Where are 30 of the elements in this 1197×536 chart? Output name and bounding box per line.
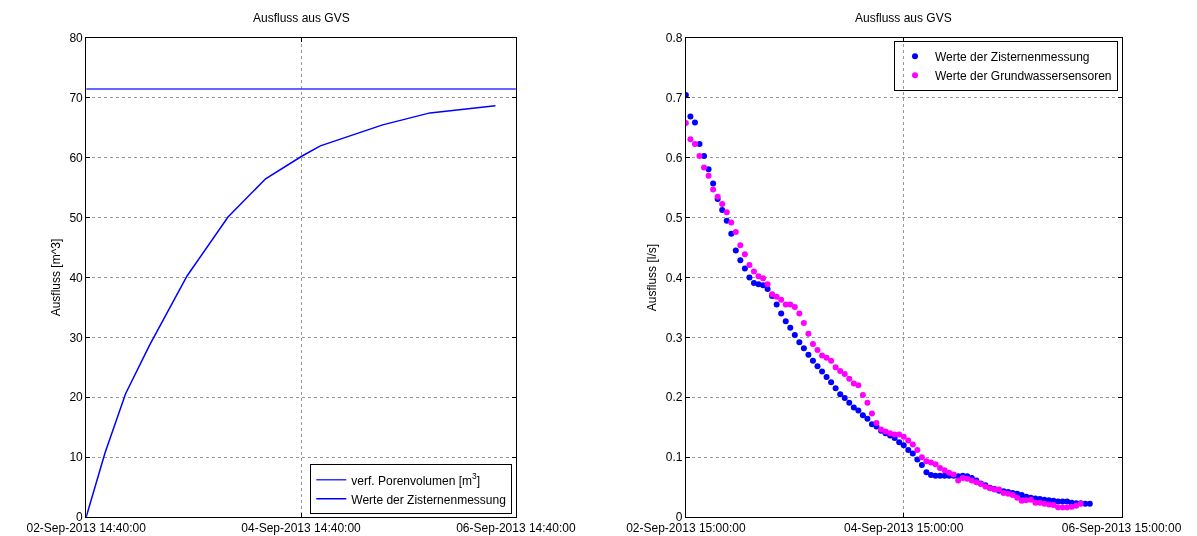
y-tick-label: 80 (69, 31, 84, 46)
x-tick-label: 02-Sep-2013 14:40:00 (26, 521, 147, 536)
legend-label: Werte der Zisternenmessung (351, 492, 506, 507)
y-tick-label: 0.7 (665, 91, 683, 106)
y-tick-label: 0.5 (665, 210, 683, 225)
y-tick-label: 50 (69, 210, 84, 225)
chart-title: Ausfluss aus GVS (253, 11, 350, 25)
legend-label: Werte der Zisternenmessung (935, 49, 1090, 64)
y-tick-label: 0.2 (665, 390, 683, 405)
y-tick-label: 0.6 (665, 151, 683, 165)
y-tick-label: 40 (69, 270, 84, 285)
y-axis-title: Ausfluss [m^3] (48, 238, 63, 317)
x-tick-label: 06-Sep-2013 15:00:00 (1061, 521, 1182, 536)
y-tick-label: 70 (69, 91, 84, 106)
legend-label: verf. Porenvolumen [m$^{3}$] (351, 471, 481, 488)
y-tick-label: 0.4 (665, 270, 683, 285)
y-tick-label: 0.3 (665, 330, 683, 345)
y-tick-label: 0.8 (665, 31, 683, 46)
y-tick-label: 20 (69, 390, 84, 405)
y-tick-label: 0.1 (665, 450, 683, 465)
x-tick-label: 06-Sep-2013 14:40:00 (456, 521, 576, 536)
x-tick-label: 04-Sep-2013 14:40:00 (241, 521, 362, 536)
y-tick-label: 60 (69, 151, 84, 165)
x-tick-label: 02-Sep-2013 15:00:00 (626, 521, 746, 536)
y-axis-title: Ausfluss [l/s] (645, 243, 660, 312)
y-tick-label: 10 (69, 450, 84, 465)
chart-title: Ausfluss aus GVS (855, 11, 952, 25)
x-tick-label: 04-Sep-2013 15:00:00 (844, 521, 964, 536)
legend-label: Werte der Grundwassersensoren (935, 68, 1112, 83)
y-tick-label: 30 (69, 330, 84, 345)
